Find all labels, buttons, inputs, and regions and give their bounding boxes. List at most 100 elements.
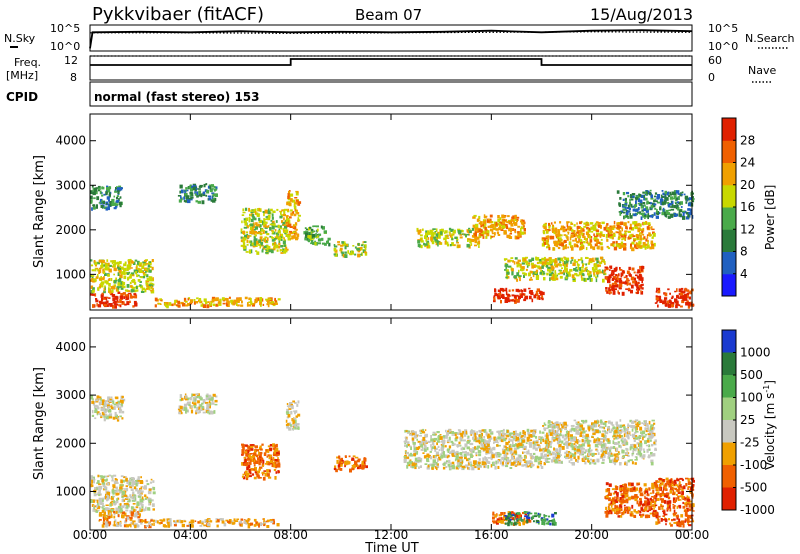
power-cells-cell	[618, 202, 621, 206]
power-cells-cell	[657, 201, 661, 204]
power-cells-cell	[266, 300, 270, 302]
power-cells-cell	[650, 204, 654, 209]
velocity-cells-cell	[465, 451, 467, 454]
velocity-cells-cell	[553, 518, 555, 521]
velocity-cells-cell	[480, 447, 483, 450]
velocity-cells-cell	[215, 395, 218, 398]
power-cells-cell	[92, 187, 95, 192]
power-cells-cell	[263, 218, 265, 222]
velocity-cells-cell	[194, 396, 198, 399]
power-cells-cell	[615, 266, 618, 271]
velocity-cells-cell	[527, 516, 531, 519]
velocity-cells-cell	[119, 488, 123, 492]
power-cells-cell	[678, 293, 681, 296]
power-cells-cell	[264, 221, 268, 224]
power-cells-cell	[642, 244, 645, 248]
power-cells-cell	[169, 302, 172, 306]
power-cells-cell	[542, 225, 546, 228]
velocity-cells-cell	[272, 461, 275, 465]
power-cells-cell	[607, 278, 611, 283]
power-cells-cell	[149, 261, 151, 263]
velocity-cells-cell	[98, 519, 102, 521]
power-cells-cell	[622, 208, 626, 211]
power-cells-cell	[310, 228, 314, 231]
velocity-cells-cell	[485, 450, 489, 454]
velocity-cells-cell	[505, 441, 509, 446]
power-cells-cell	[292, 224, 295, 228]
power-cells-cell	[638, 227, 641, 232]
velocity-cells-cell	[507, 511, 511, 514]
power-cells-cell	[516, 236, 520, 240]
power-cells-cell	[680, 206, 683, 208]
power-cells-cell	[535, 269, 539, 273]
velocity-cells-cell	[105, 507, 108, 511]
power-cells-cell	[128, 271, 131, 274]
power-cells-cell	[423, 242, 425, 246]
power-cells-cell	[183, 196, 185, 200]
power-cells-cell	[143, 274, 146, 277]
velocity-cells-cell	[511, 432, 515, 435]
velocity-cells-cell	[338, 467, 340, 471]
power-cells-cell	[149, 282, 153, 286]
power-cells-cell	[142, 287, 146, 290]
velocity-cells-cell	[188, 521, 193, 525]
velocity-cells-cell	[477, 466, 480, 470]
velocity-cells-cell	[258, 468, 261, 471]
power-cells-cell	[670, 304, 675, 307]
power-cells-cell	[435, 228, 438, 232]
beam-label: Beam 07	[355, 6, 422, 24]
velocity-cells-cell	[297, 413, 301, 417]
velocity-cells-cell	[432, 459, 436, 463]
power-cells-cell	[99, 301, 102, 304]
power-cells-cell	[638, 276, 641, 281]
power-cells-cell	[473, 239, 476, 242]
velocity-cells-cell	[178, 519, 182, 524]
power-cells-cell	[97, 268, 99, 272]
velocity-cells-cell	[523, 511, 527, 514]
power-cells-cell	[197, 188, 201, 190]
power-cells-cell	[166, 304, 169, 309]
power-cells-cell	[565, 271, 569, 275]
power-cells-cell	[608, 291, 611, 294]
power-cells-cell	[236, 302, 238, 306]
velocity-cells-cell	[497, 465, 500, 469]
velocity-cells-cell	[334, 468, 336, 471]
power-cells-cell	[200, 193, 203, 198]
power-cells-cell	[459, 236, 463, 239]
power-cells-cell	[613, 270, 617, 272]
power-cells-cell	[633, 213, 637, 217]
power-cells-cell	[126, 297, 130, 300]
velocity-cells-cell	[193, 405, 197, 409]
power-cells-cell	[669, 206, 673, 208]
power-cells-cell	[583, 236, 586, 240]
power-cells-cell	[206, 189, 210, 194]
power-panel-frame	[89, 113, 693, 311]
velocity-cells-cell	[173, 520, 175, 522]
power-cells-cell	[564, 260, 566, 265]
power-cells-cell	[579, 241, 583, 246]
velocity-cells-cell	[527, 449, 530, 453]
velocity-cells-cell	[209, 402, 212, 406]
power-cells-cell	[113, 273, 115, 276]
power-cells-cell	[593, 271, 595, 275]
velocity-cells-cell	[504, 462, 507, 465]
power-cells-cell	[688, 212, 691, 215]
velocity-cells-cell	[242, 476, 246, 480]
power-cells-cell	[630, 276, 635, 281]
power-cells-cell	[594, 228, 597, 231]
power-cells-cell	[131, 280, 134, 282]
power-cells-cell	[92, 280, 95, 283]
power-cells-cell	[275, 220, 278, 223]
power-cells-cell	[135, 271, 138, 275]
power-cells-cell	[133, 281, 137, 285]
velocity-cells-cell	[99, 512, 102, 516]
power-cells-cell	[591, 230, 594, 233]
velocity-cells-cell	[523, 517, 526, 520]
velocity-cells-cell	[115, 486, 118, 490]
velocity-cells-cell	[523, 447, 526, 450]
power-cells-cell	[674, 201, 677, 204]
power-cells-cell	[608, 287, 611, 292]
power-cells-cell	[364, 252, 368, 256]
power-cells-cell	[615, 240, 618, 244]
velocity-cells-cell	[152, 503, 155, 506]
